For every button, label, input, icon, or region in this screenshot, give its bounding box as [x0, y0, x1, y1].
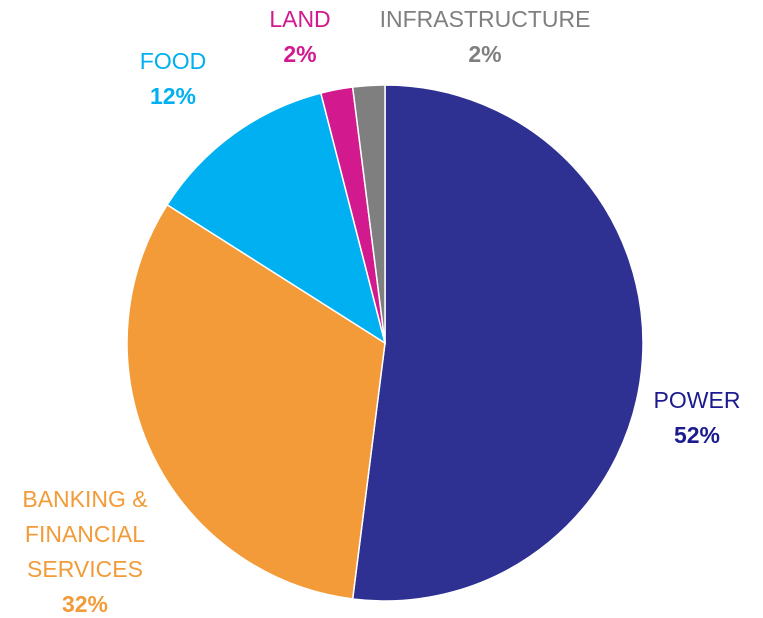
- pie-slice: [126, 203, 386, 600]
- pie-slice: [351, 84, 644, 602]
- slice-label: FOOD 12%: [113, 44, 233, 114]
- category-name: POWER: [653, 387, 741, 413]
- pie-slice: [351, 84, 386, 344]
- category-name: BANKING & FINANCIAL SERVICES: [22, 486, 148, 582]
- category-name: INFRASTRUCTURE: [379, 6, 591, 32]
- value-label: 2%: [468, 41, 502, 67]
- value-label: 2%: [283, 41, 317, 67]
- category-name: FOOD: [139, 48, 207, 74]
- value-label: 12%: [149, 83, 197, 109]
- slice-label: BANKING & FINANCIAL SERVICES 32%: [0, 482, 170, 618]
- slice-label: LAND 2%: [250, 2, 350, 72]
- slice-label: INFRASTRUCTURE 2%: [355, 2, 615, 72]
- category-name: LAND: [269, 6, 331, 32]
- value-label: 52%: [673, 422, 721, 448]
- slice-label: POWER 52%: [627, 383, 763, 453]
- value-label: 32%: [61, 591, 109, 617]
- pie-slice: [166, 92, 387, 345]
